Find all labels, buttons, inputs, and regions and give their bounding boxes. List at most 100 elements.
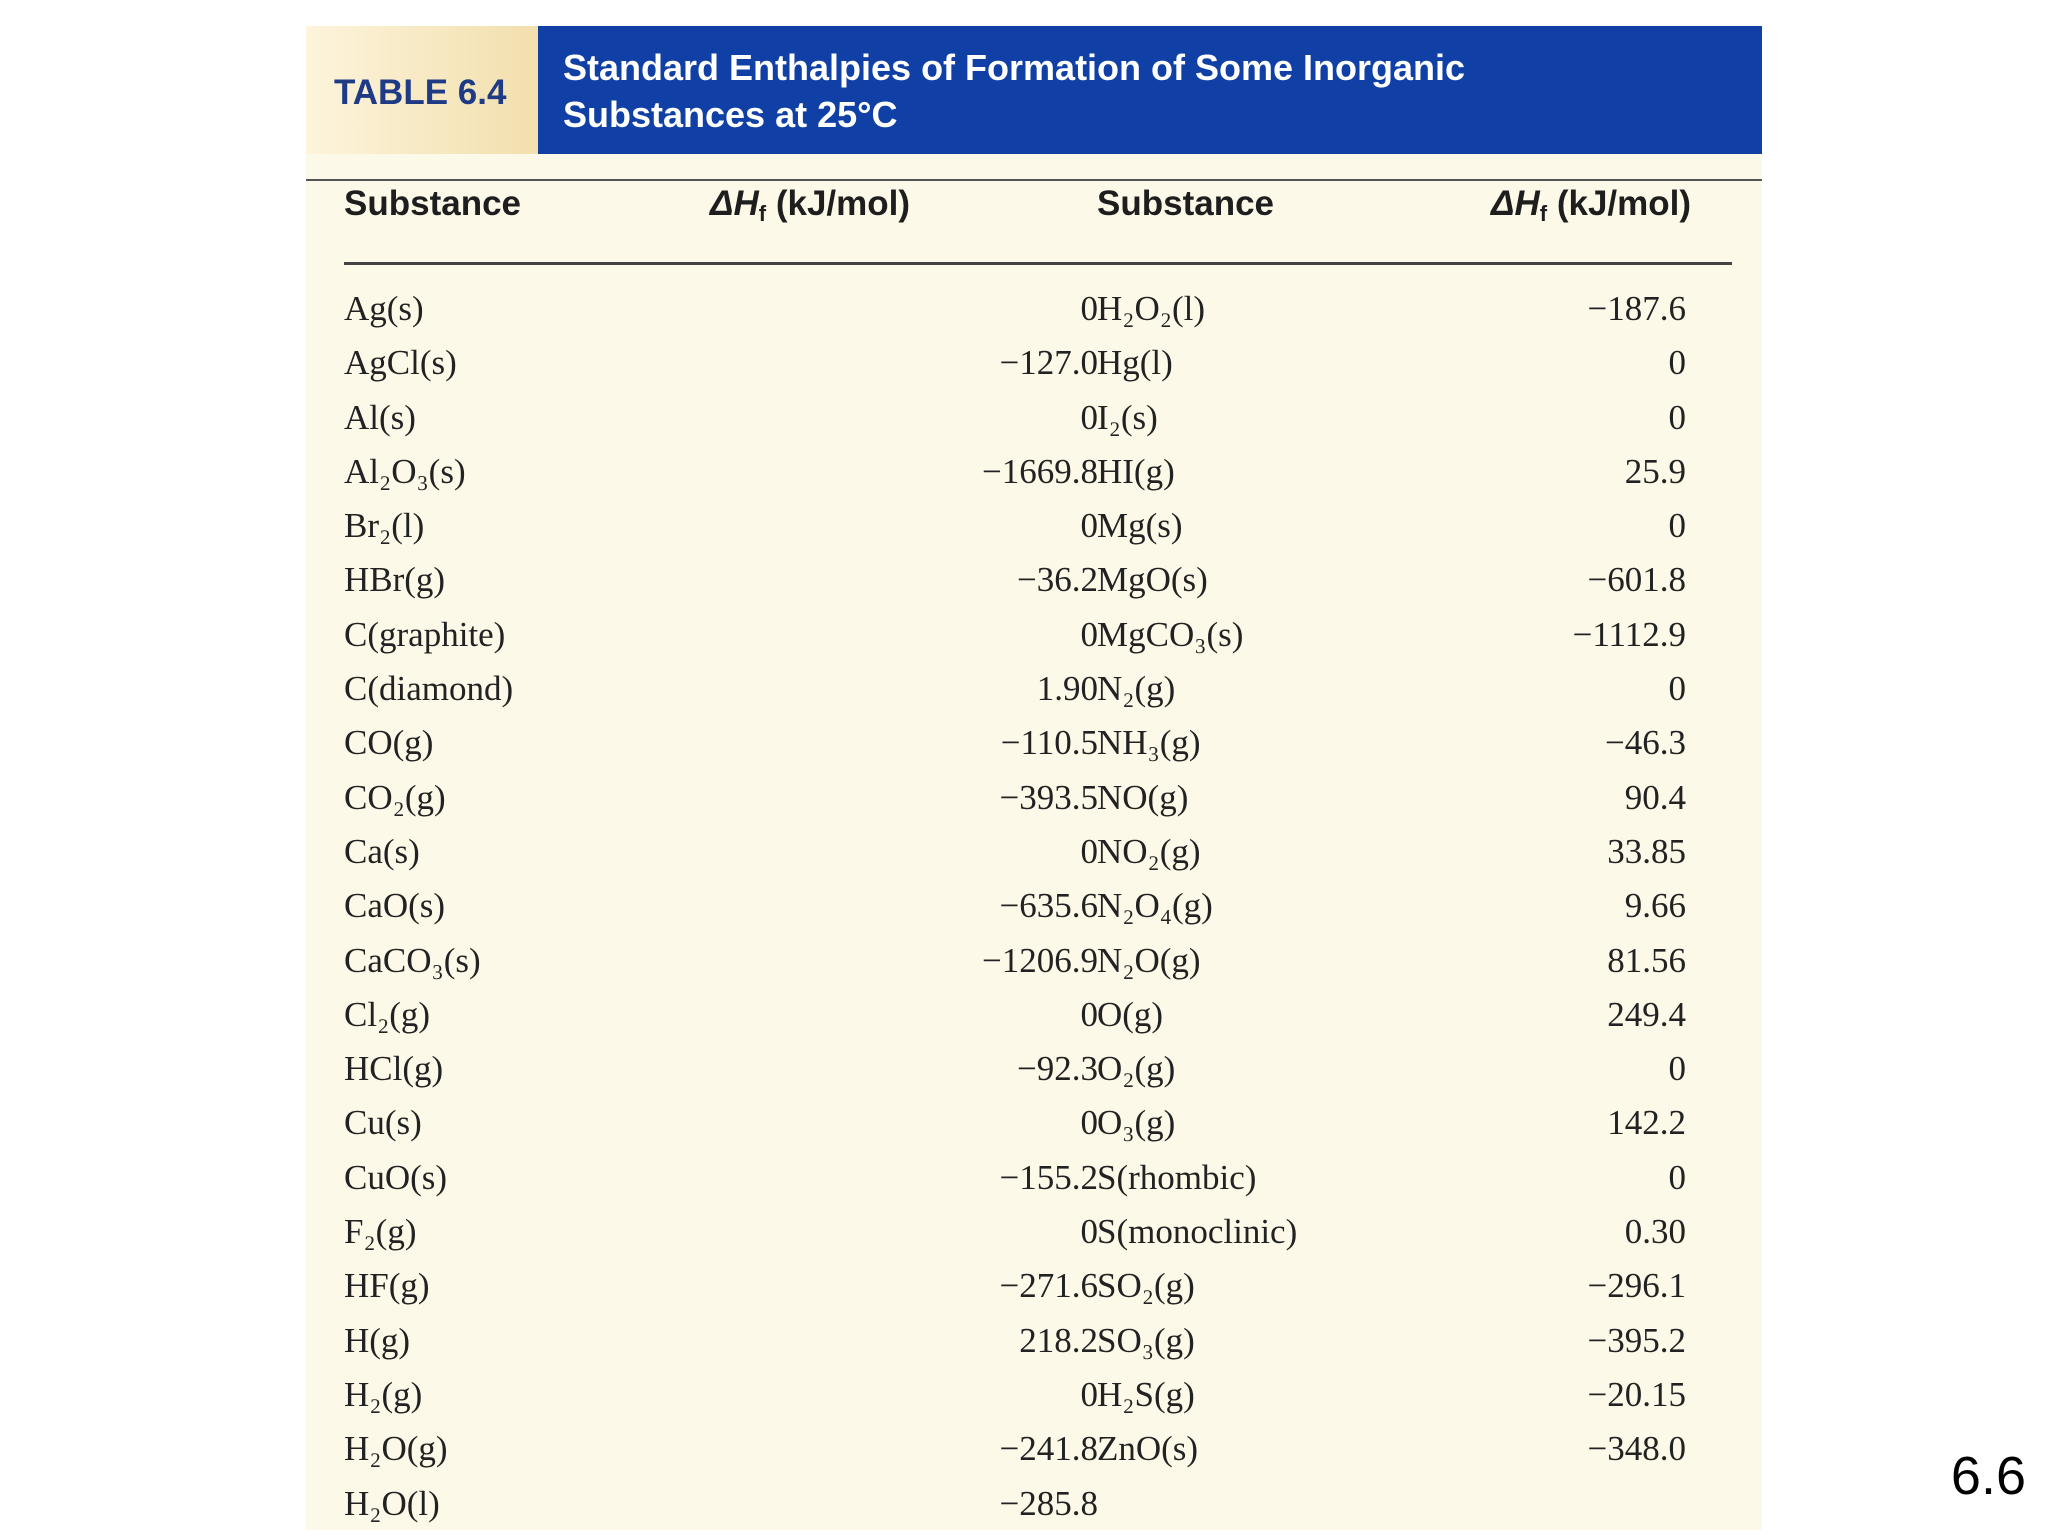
enthalpy-cell: −635.6 [999,886,1099,926]
right-enthalpy-column: −187.6 0 0 25.9 0 −601.8 −1112.9 0 −46.3 90.4 33.8… [1486,282,1686,1477]
enthalpy-unit: (kJ/mol) [766,184,911,223]
left-substance-column: Ag(s) AgCl(s) Al(s) Al₂O₃(s) Br₂(l) HBr(g) C(g… [344,282,804,1531]
enthalpy-cell: −395.2 [1587,1320,1687,1360]
substance-cell: SO₃(g) [1097,1320,1195,1360]
enthalpy-cell: −271.6 [999,1266,1099,1306]
substance-cell: S(monoclinic) [1097,1212,1298,1252]
substance-cell: H₂O₂(l) [1097,289,1205,328]
substance-cell: N₂O(g) [1097,940,1201,980]
substance-cell: O₃(g) [1097,1103,1176,1143]
substance-cell: N₂O₄(g) [1097,886,1213,926]
enthalpy-cell: −601.8 [1587,560,1687,600]
enthalpy-cell: −241.8 [999,1429,1099,1469]
substance-cell: Br₂(l) [344,506,425,546]
substance-cell: HCl(g) [344,1049,444,1089]
enthalpy-cell: 0 [1668,397,1687,437]
enthalpy-cell: 0 [1080,397,1099,437]
substance-cell: Al(s) [344,397,416,437]
enthalpy-cell: 218.2 [1019,1320,1098,1360]
substance-cell: O₂(g) [1097,1049,1176,1089]
substance-cell: H₂O(g) [344,1429,448,1469]
enthalpy-cell: −46.3 [1605,723,1686,763]
substance-cell: HF(g) [344,1266,430,1306]
substance-cell: HI(g) [1097,451,1175,491]
substance-cell: Ag(s) [344,289,424,328]
substance-cell: Hg(l) [1097,343,1173,383]
enthalpy-cell: 0 [1080,506,1099,546]
right-substance-column: H₂O₂(l) Hg(l) I₂(s) HI(g) Mg(s) MgO(s) MgCO₃(s… [1097,282,1557,1477]
header-divider [306,179,1762,181]
enthalpy-cell: −20.15 [1587,1374,1687,1414]
substance-cell: NO(g) [1097,777,1189,817]
left-enthalpy-column: 0 −127.0 0 −1669.8 0 −36.2 0 1.90 −110.5 −393.5 0 −… [898,282,1098,1531]
table-title-line-1: Standard Enthalpies of Formation of Some… [563,47,1466,88]
substance-cell: NH₃(g) [1097,723,1201,763]
substance-cell: S(rhombic) [1097,1157,1257,1197]
substance-cell: SO₂(g) [1097,1266,1195,1306]
enthalpy-subscript: f [758,201,767,226]
enthalpy-cell: 25.9 [1624,451,1686,491]
substance-cell: O(g) [1097,994,1164,1034]
substance-cell: H(g) [344,1320,411,1360]
substance-cell: H₂O(l) [344,1483,440,1523]
enthalpy-cell: 0.30 [1624,1212,1686,1252]
enthalpy-symbol: ΔH [1491,184,1540,223]
enthalpy-cell: −127.0 [999,343,1099,383]
enthalpy-cell: −36.2 [1017,560,1098,600]
enthalpy-cell: 0 [1668,343,1687,383]
enthalpy-cell: 0 [1080,1103,1099,1143]
substance-cell: Mg(s) [1097,506,1183,546]
enthalpy-subscript: f [1539,201,1548,226]
substance-cell: H₂S(g) [1097,1374,1195,1414]
enthalpy-cell: 142.2 [1607,1103,1686,1143]
enthalpy-table: TABLE 6.4 Standard Enthalpies of Formati… [306,26,1762,1530]
substance-cell: CO(g) [344,723,434,763]
enthalpy-symbol: ΔH [710,184,759,223]
enthalpy-cell: 0 [1080,614,1099,654]
enthalpy-cell: −1206.9 [982,940,1098,980]
substance-cell: NO₂(g) [1097,831,1201,871]
enthalpy-cell: −393.5 [999,777,1099,817]
substance-cell: ZnO(s) [1097,1429,1199,1469]
enthalpy-cell: 0 [1668,1157,1687,1197]
substance-cell: Ca(s) [344,831,420,871]
enthalpy-cell: 33.85 [1607,831,1686,871]
enthalpy-cell: −155.2 [999,1157,1099,1197]
enthalpy-cell: 0 [1080,994,1099,1034]
enthalpy-cell: −296.1 [1587,1266,1687,1306]
enthalpy-cell: −1669.8 [982,451,1098,491]
substance-cell: H₂(g) [344,1374,423,1414]
table-title-line-2: Substances at 25°C [563,94,898,135]
enthalpy-cell: 81.56 [1607,940,1686,980]
enthalpy-cell: −110.5 [1000,723,1098,763]
substance-cell: C(diamond) [344,669,514,709]
substance-cell: CaCO₃(s) [344,940,481,980]
enthalpy-cell: 0 [1080,1212,1099,1252]
enthalpy-cell: −285.8 [999,1483,1099,1523]
enthalpy-cell: −92.3 [1017,1049,1098,1089]
enthalpy-cell: −187.6 [1587,289,1687,328]
substance-cell: CuO(s) [344,1157,448,1197]
enthalpy-cell: 0 [1668,669,1687,709]
substance-cell: CO₂(g) [344,777,446,817]
column-header-enthalpy-left: ΔHf (kJ/mol) [710,186,910,225]
enthalpy-cell: 1.90 [1036,669,1098,709]
substance-cell: I₂(s) [1097,397,1158,437]
table-title: Standard Enthalpies of Formation of Some… [538,26,1762,154]
enthalpy-cell: 0 [1668,506,1687,546]
substance-cell: N₂(g) [1097,669,1176,709]
substance-cell: Cl₂(g) [344,994,431,1034]
enthalpy-unit: (kJ/mol) [1547,184,1692,223]
table-label: TABLE 6.4 [306,26,538,154]
page-number: 6.6 [1950,1446,2026,1506]
enthalpy-cell: −1112.9 [1572,614,1686,654]
enthalpy-cell: 90.4 [1624,777,1686,817]
substance-cell: C(graphite) [344,614,506,654]
substance-cell: Al₂O₃(s) [344,451,466,491]
enthalpy-cell: 0 [1668,1049,1687,1089]
substance-cell: AgCl(s) [344,343,457,383]
substance-cell: MgO(s) [1097,560,1208,600]
substance-cell: F₂(g) [344,1212,417,1252]
column-header-rule [344,262,1732,265]
enthalpy-cell: 0 [1080,831,1099,871]
